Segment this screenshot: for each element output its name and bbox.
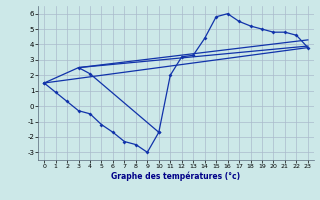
X-axis label: Graphe des températures (°c): Graphe des températures (°c) <box>111 172 241 181</box>
